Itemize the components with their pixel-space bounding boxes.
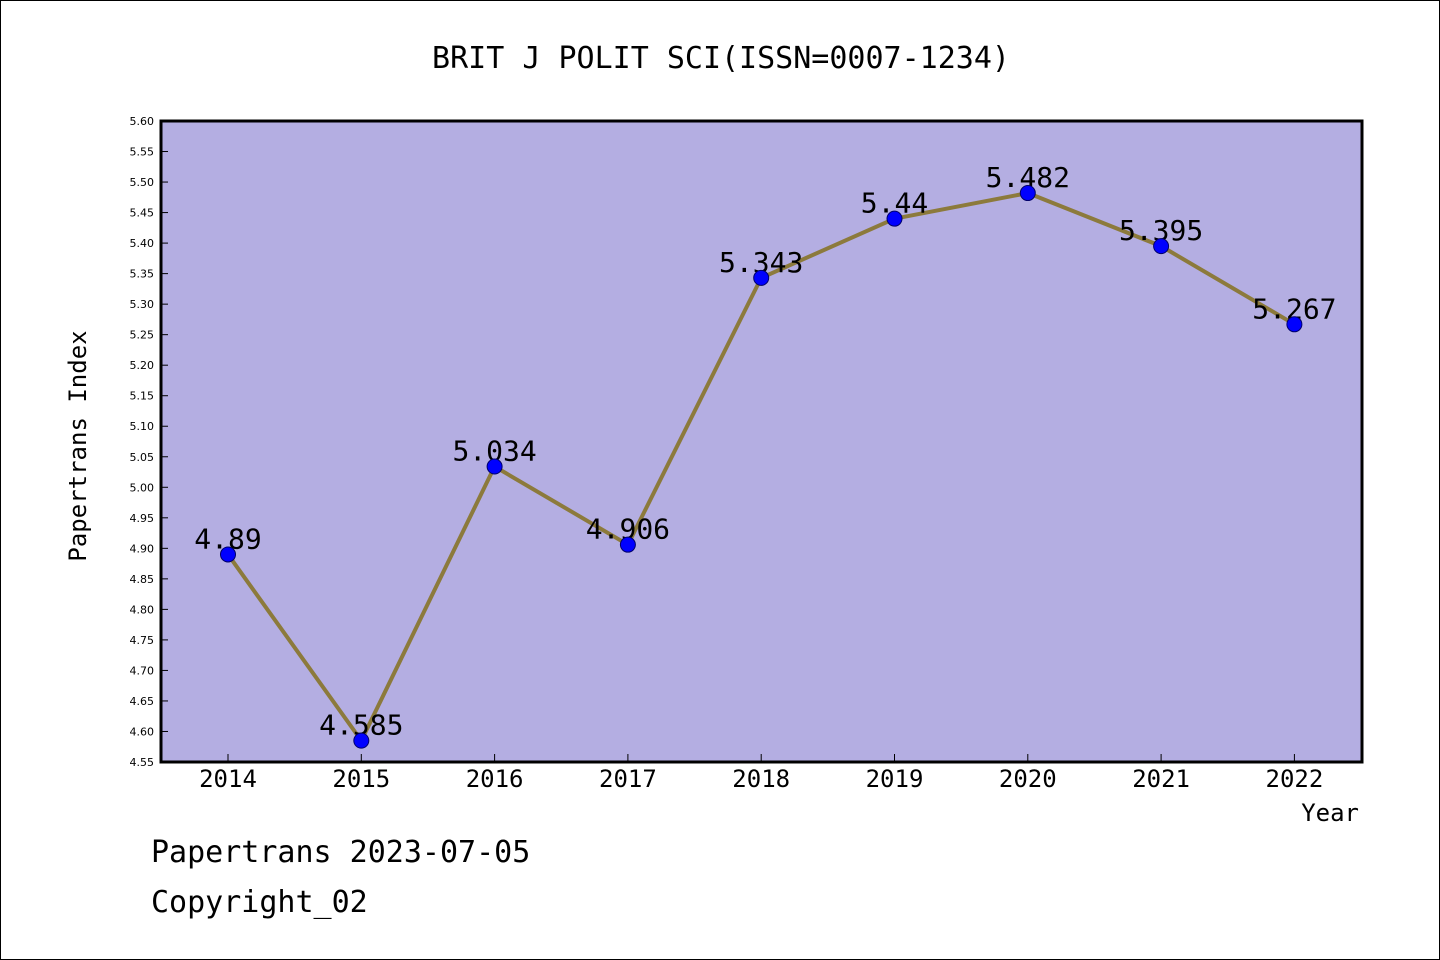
y-axis-ticks: 4.55 4.60 4.65 4.70 4.75 4.80 4.85 4.90 4.95 5.00… [130,115,168,769]
y-tick-label: 5.15 [130,390,155,403]
x-tick-label: 2017 [599,765,657,793]
y-tick-label: 5.35 [130,268,155,281]
x-tick-label: 2021 [1132,765,1190,793]
y-tick-label: 5.00 [130,481,155,494]
x-tick-label: 2014 [199,765,257,793]
x-tick-label: 2019 [866,765,924,793]
y-tick-label: 5.30 [130,298,155,311]
footer-copyright: Copyright_02 [151,885,368,920]
footer-date: Papertrans 2023-07-05 [151,835,531,870]
y-tick-label: 5.50 [130,176,155,189]
x-tick-label: 2020 [999,765,1057,793]
data-point [886,210,903,227]
y-tick-label: 4.95 [130,512,155,525]
data-point [1153,238,1170,255]
x-tick-label: 2022 [1266,765,1324,793]
y-tick-label: 4.60 [130,725,155,738]
chart-title: BRIT J POLIT SCI(ISSN=0007-1234) [432,41,1010,76]
y-tick-label: 4.70 [130,664,155,677]
y-tick-label: 5.05 [130,451,155,464]
data-point [1286,316,1303,333]
y-tick-label: 4.65 [130,695,155,708]
y-tick-label: 4.75 [130,634,155,647]
y-tick-label: 4.80 [130,603,155,616]
plot-area [159,119,1364,764]
x-axis-ticks: 2014 2015 2016 2017 2018 2019 2020 2021 2022 [199,754,1323,793]
data-point [753,269,770,286]
x-tick-label: 2016 [466,765,524,793]
y-tick-label: 4.90 [130,542,155,555]
x-tick-label: 2015 [332,765,390,793]
data-point [220,546,236,563]
data-point [619,536,636,553]
data-point [486,458,503,475]
y-tick-label: 5.20 [130,359,155,372]
y-tick-label: 5.55 [130,146,155,159]
y-tick-label: 5.10 [130,420,155,433]
y-tick-label: 4.85 [130,573,155,586]
y-axis-label: Papertrans Index [64,330,92,561]
y-tick-label: 5.60 [130,115,155,128]
x-tick-label: 2018 [732,765,790,793]
data-point [1019,185,1036,202]
x-axis-label: Year [1301,799,1359,827]
y-tick-label: 5.25 [130,329,155,342]
series-layer: 4.894.5855.0344.9065.3435.445.4825.3955.… [194,161,1337,749]
data-point [353,732,370,749]
y-tick-label: 5.40 [130,237,155,250]
y-tick-label: 4.55 [130,756,155,769]
y-tick-label: 5.45 [130,207,155,220]
